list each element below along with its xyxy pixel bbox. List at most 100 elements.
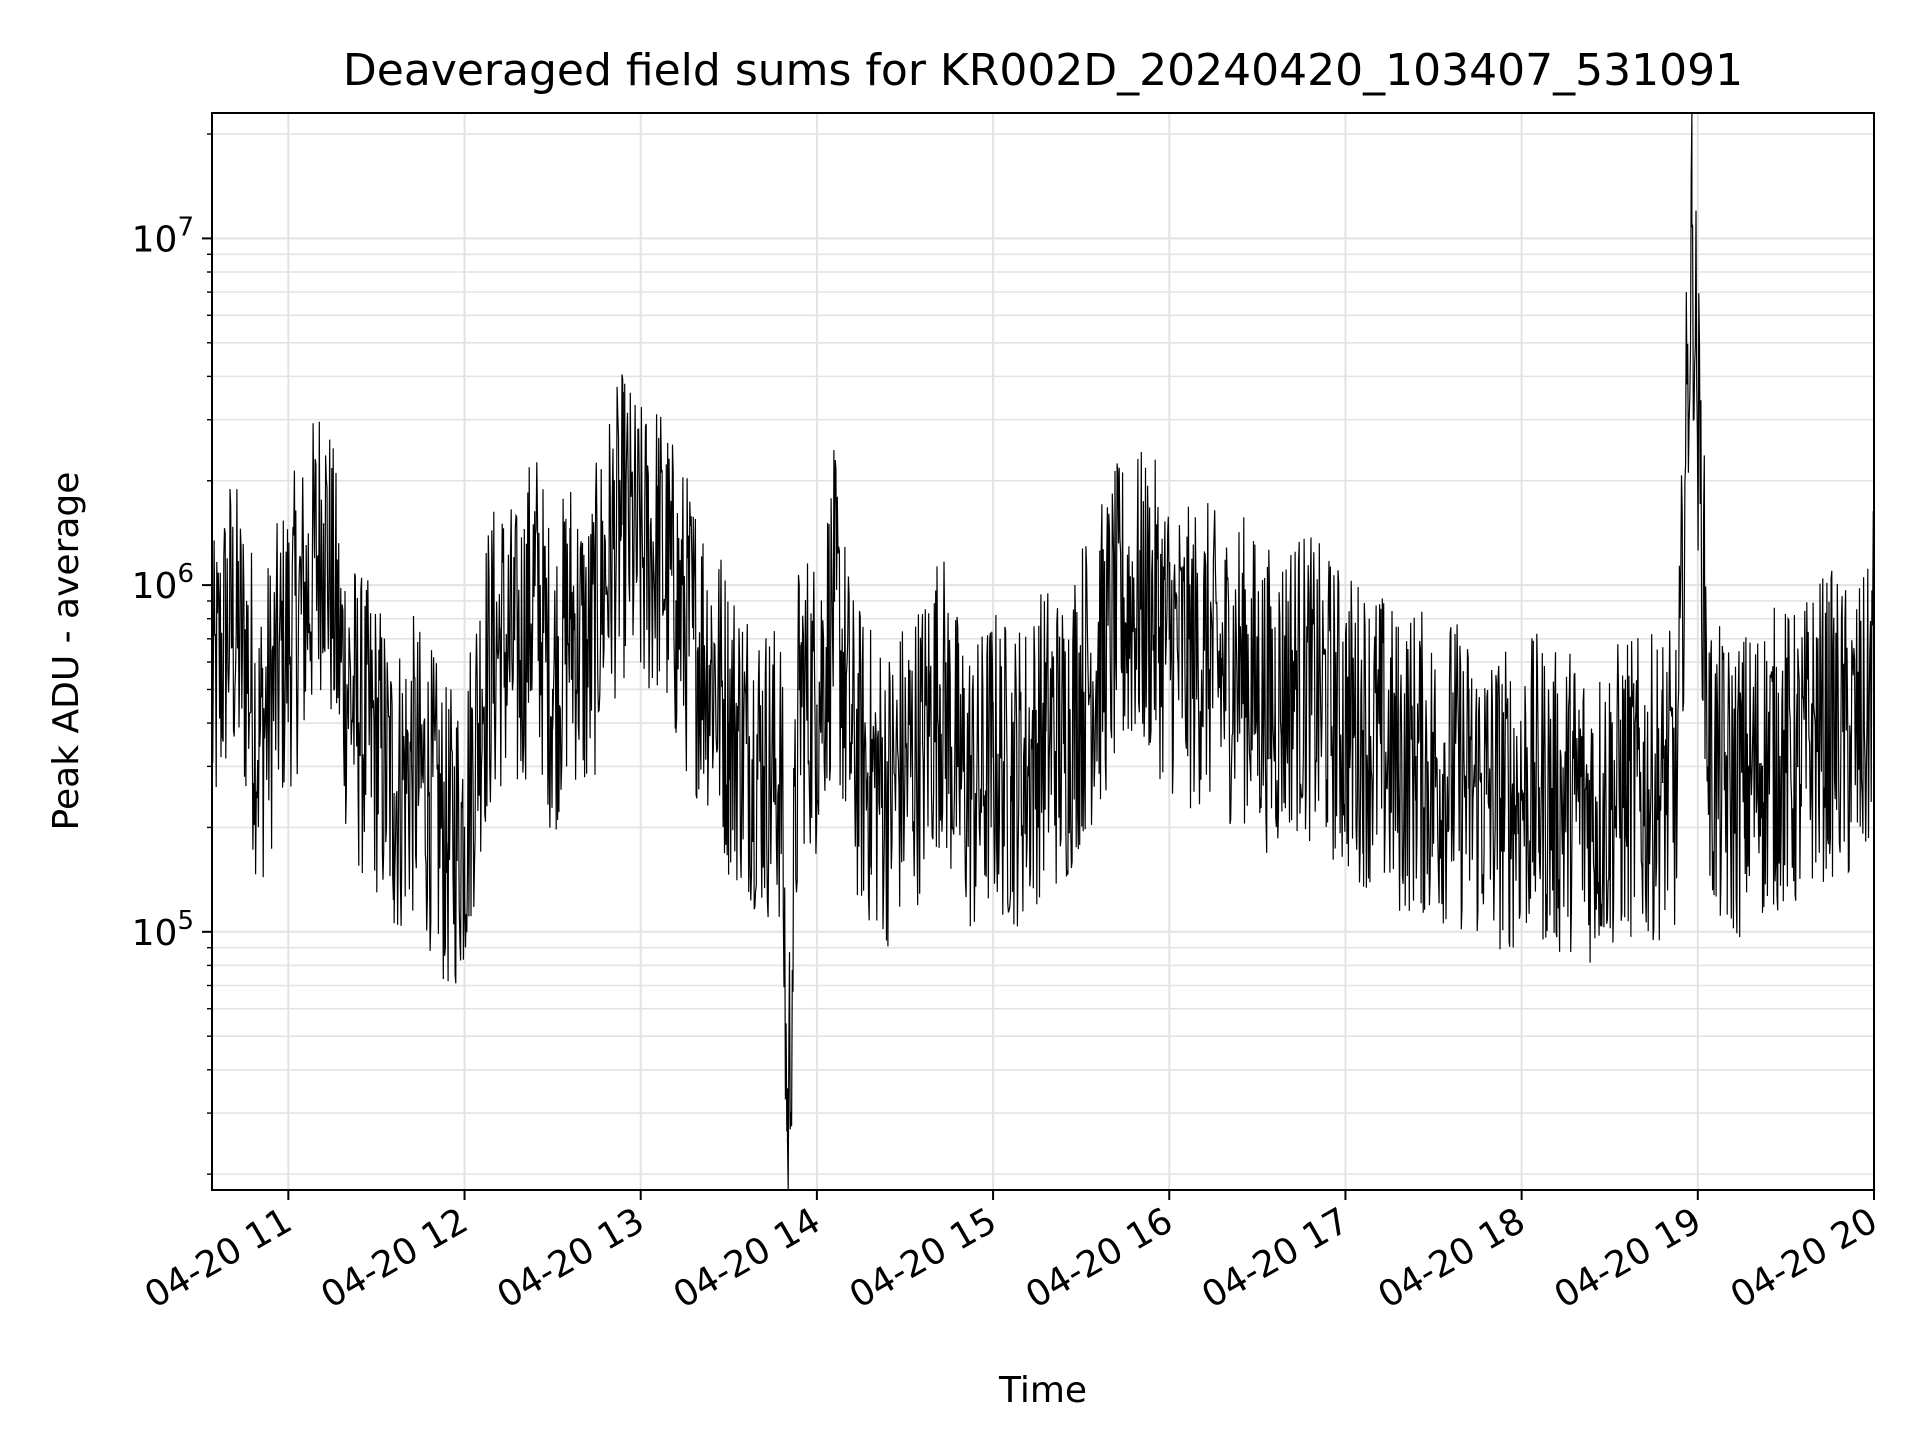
data-point <box>1796 765 1799 768</box>
data-point <box>1779 755 1781 758</box>
data-point <box>272 688 275 691</box>
data-point <box>1009 776 1012 778</box>
data-point <box>1150 608 1153 611</box>
data-point <box>375 742 378 744</box>
data-point <box>1098 661 1100 663</box>
data-point <box>1520 793 1523 795</box>
data-point <box>1832 722 1834 724</box>
chart-title: Deaveraged field sums for KR002D_2024042… <box>343 45 1743 96</box>
data-point <box>1644 793 1646 795</box>
data-point <box>481 688 483 691</box>
trace-layer <box>211 112 1875 1191</box>
data-point <box>1080 688 1082 691</box>
data-point <box>1168 638 1171 640</box>
data-point <box>1309 688 1311 691</box>
data-point <box>639 556 642 559</box>
data-point <box>710 661 712 663</box>
data-point <box>763 765 765 768</box>
data-point <box>1676 787 1679 789</box>
data-point <box>798 688 801 691</box>
data-point <box>340 661 343 663</box>
data-point <box>587 661 589 663</box>
data-point <box>1045 730 1047 732</box>
y-tick-label: 107 <box>132 212 194 260</box>
data-point <box>1450 765 1452 768</box>
data-point <box>939 688 941 691</box>
series-line <box>211 112 1875 1191</box>
data-point <box>228 617 231 620</box>
data-point <box>1744 781 1746 784</box>
data-point <box>1626 787 1629 789</box>
data-point <box>463 826 466 829</box>
data-point <box>1397 765 1400 768</box>
data-point <box>322 523 325 525</box>
data-point <box>1849 742 1852 744</box>
data-point <box>1468 787 1470 789</box>
data-point <box>1238 661 1241 663</box>
data-point <box>1591 812 1593 814</box>
data-point <box>1256 688 1259 691</box>
data-point <box>1503 799 1505 801</box>
data-point <box>1186 661 1188 663</box>
data-point <box>886 793 889 795</box>
data-point <box>516 661 519 663</box>
data-point <box>305 600 307 602</box>
data-point <box>851 742 853 744</box>
data-point <box>1415 755 1417 758</box>
data-point <box>622 523 624 525</box>
data-point <box>1708 765 1711 768</box>
data-point <box>1133 600 1135 602</box>
data-point <box>1661 781 1664 784</box>
data-point <box>786 1139 789 1142</box>
data-point <box>1203 649 1206 651</box>
y-tick-label: 105 <box>132 906 194 954</box>
data-point <box>1062 742 1065 744</box>
data-point <box>904 765 906 768</box>
data-point <box>410 765 413 768</box>
data-point <box>1814 730 1817 732</box>
plot-frame <box>211 112 1875 1191</box>
data-point <box>992 755 994 758</box>
data-point <box>1362 730 1364 732</box>
data-point <box>957 765 959 768</box>
data-point <box>1327 704 1329 707</box>
data-point <box>974 793 977 795</box>
data-point <box>551 688 554 691</box>
data-point <box>1344 722 1347 724</box>
data-point <box>745 742 748 744</box>
data-point <box>1485 793 1488 795</box>
data-point <box>1761 765 1764 768</box>
data-point <box>604 570 607 572</box>
data-point <box>692 638 695 640</box>
data-point <box>428 793 431 795</box>
data-point <box>569 617 571 620</box>
data-point <box>258 742 260 744</box>
data-point <box>1867 722 1869 724</box>
data-point <box>499 638 501 640</box>
data-point <box>1573 793 1576 795</box>
y-tick-label: 106 <box>132 559 194 607</box>
data-point <box>1027 765 1030 768</box>
data-point <box>816 704 818 707</box>
data-point <box>446 842 448 845</box>
data-point <box>1432 776 1435 778</box>
data-point <box>393 793 395 795</box>
data-point <box>780 776 783 778</box>
data-point <box>833 600 836 602</box>
data-point <box>869 776 871 778</box>
data-point <box>1291 674 1294 676</box>
data-point <box>1274 704 1276 707</box>
data-point <box>1115 617 1118 620</box>
data-point <box>1691 226 1693 228</box>
y-axis-label: Peak ADU - average <box>46 472 87 831</box>
data-point <box>1726 793 1728 795</box>
data-point <box>675 600 677 602</box>
x-axis-label: Time <box>998 1370 1087 1411</box>
data-point <box>287 638 290 640</box>
data-point <box>728 722 730 724</box>
data-point <box>1379 742 1382 744</box>
data-point <box>1556 805 1558 808</box>
data-point <box>534 584 536 586</box>
